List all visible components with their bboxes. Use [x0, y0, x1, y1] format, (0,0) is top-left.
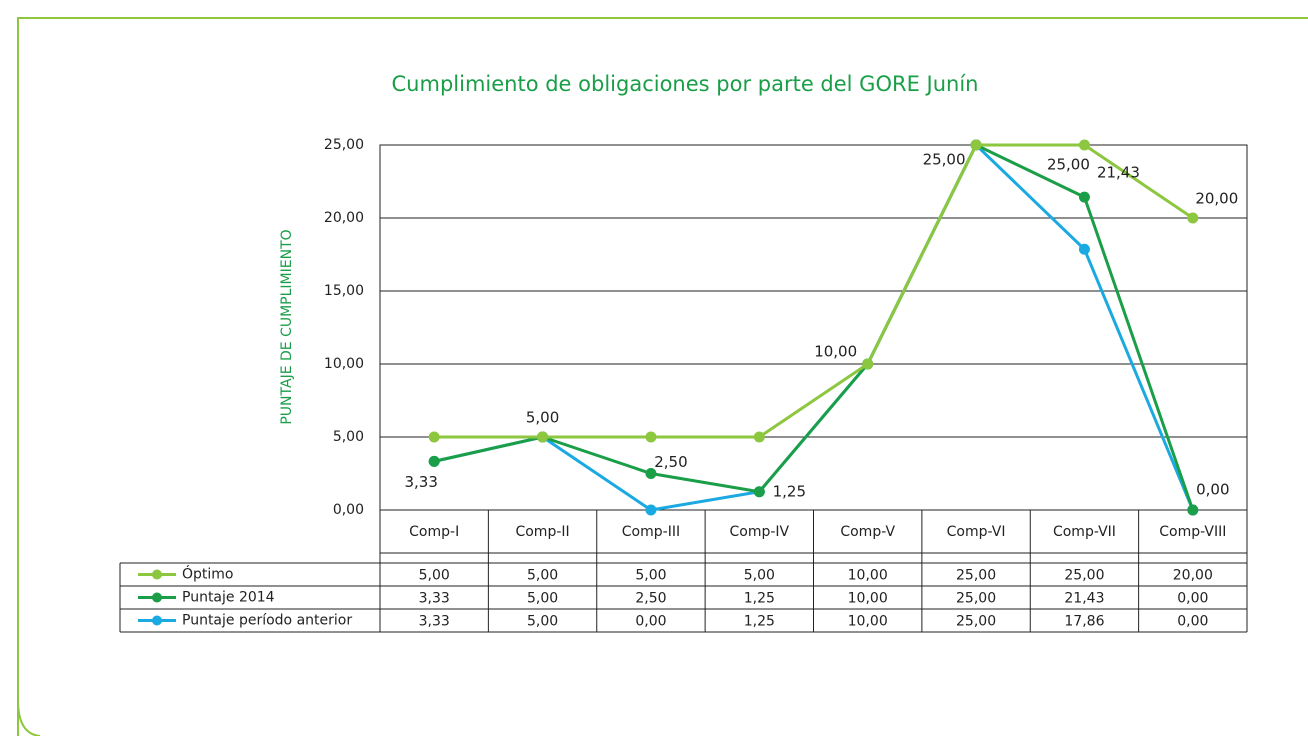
point — [1187, 504, 1199, 516]
table-cell: 5,00 — [635, 568, 666, 584]
y-tick-label: 10,00 — [324, 356, 364, 372]
y-tick-label: 0,00 — [333, 502, 364, 518]
y-tick-label: 5,00 — [333, 429, 364, 445]
point — [862, 358, 874, 370]
point — [428, 455, 440, 467]
x-tick-label: Comp-IV — [730, 524, 790, 540]
data-label: 3,33 — [404, 473, 437, 491]
point — [753, 486, 765, 498]
x-tick-label: Comp-II — [515, 524, 569, 540]
x-tick-label: Comp-V — [840, 524, 895, 540]
point — [753, 431, 765, 443]
data-label: 25,00 — [1047, 156, 1090, 174]
point — [1078, 139, 1090, 151]
legend-label: Puntaje 2014 — [182, 590, 275, 606]
table-cell: 0,00 — [635, 614, 666, 630]
y-tick-label: 25,00 — [324, 137, 364, 153]
series-line — [433, 142, 1195, 512]
frame-corner — [17, 699, 41, 736]
data-label: 2,50 — [654, 453, 687, 471]
point — [645, 431, 657, 443]
data-label: 5,00 — [526, 409, 559, 427]
data-label: 0,00 — [1196, 481, 1229, 499]
y-tick-label: 15,00 — [324, 283, 364, 299]
table-cell: 5,00 — [527, 591, 558, 607]
data-label: 21,43 — [1097, 164, 1140, 182]
table-cell: 0,00 — [1177, 591, 1208, 607]
x-tick-label: Comp-VI — [947, 524, 1006, 540]
point — [537, 431, 549, 443]
point — [1078, 243, 1090, 255]
table-cell: 25,00 — [956, 568, 996, 584]
table-cell: 10,00 — [848, 591, 888, 607]
legend-label: Óptimo — [182, 565, 234, 583]
table-cell: 21,43 — [1064, 591, 1104, 607]
table-cell: 25,00 — [1064, 568, 1104, 584]
table-cell: 2,50 — [635, 591, 666, 607]
table-cell: 10,00 — [848, 614, 888, 630]
point — [428, 431, 440, 443]
data-label: 1,25 — [773, 482, 806, 500]
series-line — [433, 143, 1195, 511]
table-cell: 25,00 — [956, 591, 996, 607]
data-label: 20,00 — [1195, 190, 1238, 208]
point — [1078, 191, 1090, 203]
table-cell: 1,25 — [744, 591, 775, 607]
point — [1187, 212, 1199, 224]
table-cell: 1,25 — [744, 614, 775, 630]
table-cell: 5,00 — [419, 568, 450, 584]
x-tick-label: Comp-III — [622, 524, 680, 540]
point — [970, 139, 982, 151]
table-cell: 20,00 — [1173, 568, 1213, 584]
x-tick-label: Comp-VII — [1053, 524, 1116, 540]
y-tick-label: 20,00 — [324, 210, 364, 226]
table-cell: 5,00 — [527, 568, 558, 584]
table-cell: 5,00 — [744, 568, 775, 584]
legend-marker — [152, 592, 162, 603]
point — [645, 468, 657, 479]
legend-marker — [152, 569, 162, 580]
table-cell: 3,33 — [419, 614, 450, 630]
table-cell: 0,00 — [1177, 614, 1208, 630]
series-line — [434, 143, 1194, 439]
frame — [17, 17, 1308, 736]
table-cell: 5,00 — [527, 614, 558, 630]
table-cell: 25,00 — [956, 614, 996, 630]
table-cell: 17,86 — [1064, 614, 1104, 630]
data-label: 25,00 — [923, 151, 966, 169]
legend-label: Puntaje período anterior — [182, 613, 352, 629]
table-cell: 10,00 — [848, 568, 888, 584]
legend-marker — [152, 615, 162, 626]
x-tick-label: Comp-VIII — [1159, 524, 1226, 540]
point — [645, 504, 657, 516]
x-tick-label: Comp-I — [409, 524, 459, 540]
chart-title: Cumplimiento de obligaciones por parte d… — [392, 72, 979, 96]
y-axis-label: PUNTAJE DE CUMPLIMIENTO — [279, 229, 295, 424]
table-cell: 3,33 — [419, 591, 450, 607]
data-label: 10,00 — [814, 343, 857, 361]
